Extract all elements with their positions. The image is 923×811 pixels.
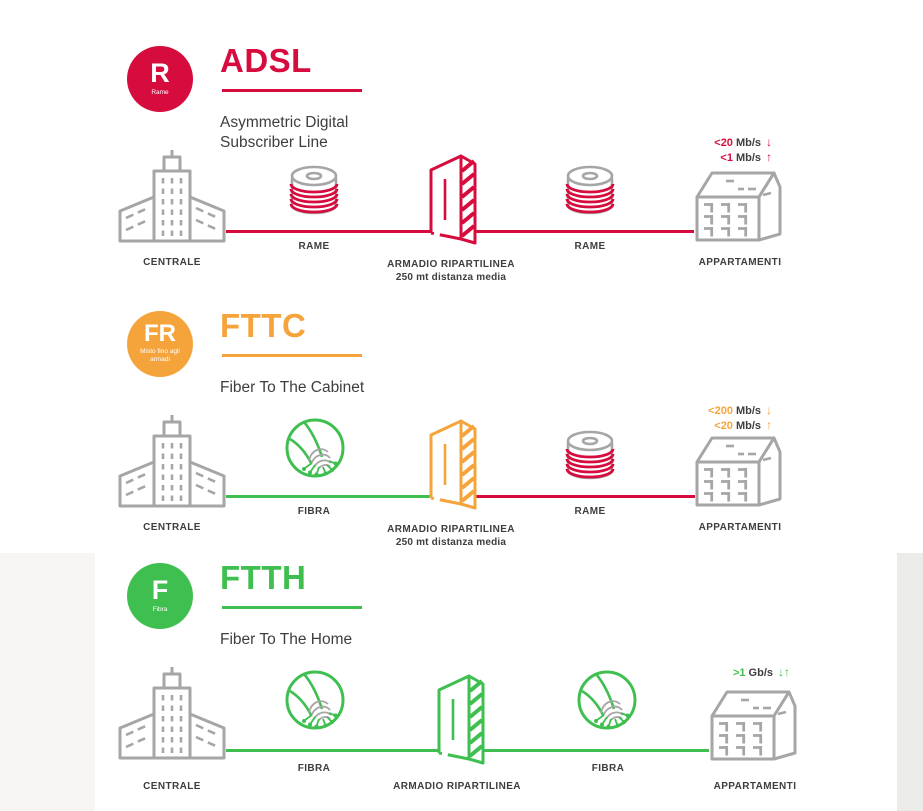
centrale-label: CENTRALE — [143, 522, 201, 533]
link1-label: RAME — [298, 241, 330, 252]
speed-value: <20 — [714, 137, 733, 149]
ftth-title: FTTH — [220, 559, 307, 596]
speed-unit: Mb/s — [735, 405, 761, 417]
fttc-badge-letter: FR — [144, 320, 176, 348]
down-up-arrows-icon: ↓↑ — [778, 665, 790, 679]
speed-unit: Mb/s — [735, 419, 761, 432]
street-cabinet-icon — [431, 668, 489, 765]
cabinet-label: ARMADIO RIPARTILINEA — [387, 259, 515, 270]
background-strip-left — [0, 553, 95, 811]
fttc-copper-line — [452, 495, 695, 498]
central-office-building-icon — [114, 149, 230, 243]
link1-label: FIBRA — [297, 763, 331, 774]
row-adsl: R Rame ADSL Asymmetric Digital Subscribe… — [0, 0, 923, 290]
speed-value: <200 — [708, 405, 733, 417]
symmetric-speed: >1 Gb/s ↓↑ — [630, 665, 790, 681]
adsl-badge-sublabel: Rame — [151, 88, 169, 96]
ftth-badge-sublabel: Fibra — [152, 605, 168, 613]
adsl-speed-block: <20 Mb/s ↓ <1 Mb/s ↑ — [630, 135, 772, 166]
centrale-label: CENTRALE — [143, 257, 201, 268]
fttc-badge-sublabel: Misto fino agli armadi — [140, 348, 180, 364]
fttc-speed-block: <200 Mb/s ↓ <20 Mb/s ↑ — [630, 403, 772, 434]
download-speed: <200 Mb/s ↓ — [630, 403, 772, 419]
speed-value: >1 — [733, 667, 746, 679]
cabinet-label: ARMADIO RIPARTILINEA — [387, 524, 515, 535]
ftth-speed-block: >1 Gb/s ↓↑ — [630, 665, 790, 681]
ftth-title-underline — [222, 606, 362, 609]
speed-value: <1 — [720, 151, 733, 164]
link2-label: FIBRA — [591, 763, 625, 774]
apartments-label: APPARTAMENTI — [698, 257, 782, 268]
adsl-title-underline — [222, 89, 362, 92]
fttc-subtitle: Fiber To The Cabinet — [220, 378, 365, 396]
link1-label: FIBRA — [297, 506, 331, 517]
fiber-cable-icon — [284, 417, 346, 479]
adsl-subtitle: Asymmetric Digital Subscriber Line — [220, 113, 349, 151]
street-cabinet-icon — [423, 148, 481, 245]
ftth-badge: F Fibra — [127, 563, 193, 629]
fttc-badge: FR Misto fino agli armadi — [127, 311, 193, 377]
centrale-label: CENTRALE — [143, 781, 201, 792]
speed-unit: Gb/s — [748, 667, 773, 679]
copper-spool-icon — [282, 165, 346, 217]
down-arrow-icon: ↓ — [766, 403, 772, 417]
link2-label: RAME — [574, 241, 606, 252]
copper-spool-icon — [558, 430, 622, 482]
ftth-subtitle: Fiber To The Home — [220, 630, 353, 648]
up-arrow-icon: ↑ — [766, 417, 772, 432]
cabinet-distance-note: 250 mt distanza media — [395, 272, 507, 283]
fttc-fiber-line — [226, 495, 452, 498]
speed-unit: Mb/s — [735, 137, 761, 149]
apartments-building-icon — [693, 429, 785, 508]
adsl-badge: R Rame — [127, 46, 193, 112]
down-arrow-icon: ↓ — [766, 135, 772, 149]
upload-speed: <20 Mb/s ↑ — [630, 417, 772, 434]
download-speed: <20 Mb/s ↓ — [630, 135, 772, 151]
central-office-building-icon — [114, 666, 230, 760]
speed-unit: Mb/s — [735, 151, 761, 164]
cabinet-label: ARMADIO RIPARTILINEA — [393, 781, 521, 792]
ftth-badge-letter: F — [151, 575, 169, 606]
fttc-title-underline — [222, 354, 362, 357]
fttc-title: FTTC — [220, 307, 307, 344]
apartments-label: APPARTAMENTI — [698, 522, 782, 533]
street-cabinet-icon — [423, 413, 481, 510]
fiber-cable-icon — [284, 669, 346, 731]
cabinet-distance-note: 250 mt distanza media — [395, 537, 507, 548]
row-fttc: FR Misto fino agli armadi FTTC Fiber To … — [0, 265, 923, 555]
apartments-building-icon — [693, 164, 785, 243]
central-office-building-icon — [114, 414, 230, 508]
copper-spool-icon — [558, 165, 622, 217]
upload-speed: <1 Mb/s ↑ — [630, 149, 772, 166]
fiber-cable-icon — [576, 669, 638, 731]
row-ftth: F Fibra FTTH Fiber To The Home CENTRALE … — [0, 517, 923, 811]
link2-label: RAME — [574, 506, 606, 517]
adsl-title: ADSL — [220, 42, 312, 79]
background-strip-right — [897, 553, 923, 811]
apartments-building-icon — [708, 683, 800, 762]
adsl-badge-letter: R — [150, 58, 170, 89]
apartments-label: APPARTAMENTI — [713, 781, 797, 792]
speed-value: <20 — [714, 419, 733, 432]
up-arrow-icon: ↑ — [766, 149, 772, 164]
